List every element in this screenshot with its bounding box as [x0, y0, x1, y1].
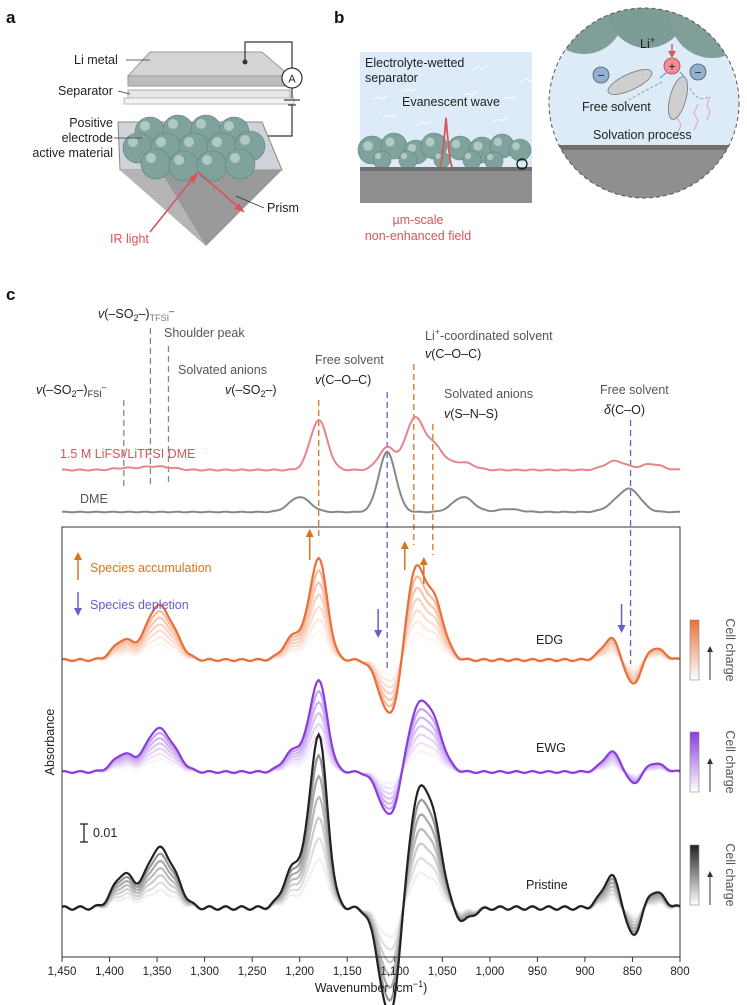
series-trace-pristine	[61, 753, 681, 1002]
x-tick-label: 1,300	[190, 966, 219, 978]
evanescent-label: Evanescent wave	[402, 95, 500, 109]
li-metal-slab	[126, 51, 292, 77]
svg-text:−: −	[597, 69, 604, 83]
series-line-dme	[61, 450, 681, 514]
label-solvated-anions-2: Solvated anions	[444, 387, 533, 401]
series-line-1-5-m-lifsi-litfsi-dme	[61, 415, 681, 472]
panel-c-label: c	[6, 285, 16, 304]
series-line-ewg	[61, 678, 681, 816]
series-label-ewg: EWG	[536, 741, 566, 755]
label-solvated-anions-1: Solvated anions	[178, 363, 267, 377]
depletion-arrow-icon	[74, 608, 82, 616]
scale-label: 0.01	[93, 826, 117, 840]
y-axis-label: Absorbance	[43, 709, 57, 776]
series-label-edg: EDG	[536, 633, 563, 647]
plot-frame	[61, 526, 681, 958]
x-tick-label: 1,450	[48, 966, 77, 978]
label-free-solvent-2: Free solvent	[600, 383, 669, 397]
wetted-label-1: Electrolyte-wetted	[365, 56, 464, 70]
prism-surface	[360, 167, 532, 203]
wetted-label-2: separator	[365, 71, 418, 85]
ir-light-label: IR light	[110, 232, 149, 246]
label-shoulder: Shoulder peak	[164, 326, 245, 340]
solvent-molecule	[607, 69, 653, 95]
electrode-label-2: electrode	[62, 131, 113, 145]
accumulation-arrow-icon	[74, 552, 82, 560]
x-tick-label: 1,000	[475, 966, 504, 978]
x-axis-label: Wavenumber (cm−1)	[315, 979, 428, 995]
legend-accumulation: Species accumulation	[90, 561, 212, 575]
li-ion-label: Li+	[640, 35, 655, 51]
svg-text:−: −	[694, 66, 701, 80]
label-so2: v(–SO2–)	[225, 383, 277, 399]
label-free-solvent-1: Free solvent	[315, 353, 384, 367]
particle	[224, 148, 256, 180]
series-label-electrolyte: 1.5 M LiFSI/LiTFSI DME	[60, 447, 195, 461]
x-tick-label: 1,150	[333, 966, 362, 978]
panel-a-label: a	[6, 8, 16, 27]
series-label-pristine: Pristine	[526, 878, 568, 892]
series-trace-pristine	[61, 816, 681, 964]
label-sns: v(S–N–S)	[444, 407, 498, 421]
ir-light-beam	[149, 171, 199, 233]
cell-charge-label: Cell charge	[723, 730, 737, 793]
x-tick-label: 1,200	[285, 966, 314, 978]
panel-b-diagram: Electrolyte-wetted separator Evanescent …	[357, 7, 740, 243]
panel-a-diagram: A Li metal Separator Positive electrode …	[32, 41, 303, 246]
cell-charge-label: Cell charge	[723, 618, 737, 681]
ammeter-label: A	[288, 74, 296, 86]
particle	[140, 148, 172, 180]
series-trace-edg	[61, 568, 681, 708]
x-tick-label: 1,050	[428, 966, 457, 978]
series-trace-pristine	[61, 774, 681, 989]
particle	[196, 150, 228, 182]
label-coc-1: v(C–O–C)	[315, 373, 371, 387]
particle	[398, 150, 418, 170]
separator-layer	[127, 89, 291, 99]
electrode-label-1: Positive	[69, 116, 113, 130]
particle	[372, 150, 392, 170]
series-trace-ewg	[61, 700, 681, 805]
evanescent-wave	[439, 117, 453, 168]
x-tick-label: 950	[528, 966, 547, 978]
particle	[508, 138, 532, 162]
label-so2-tfsi: v(–SO2–)TFSI–	[98, 306, 174, 323]
cell-charge-colorbar	[689, 619, 700, 681]
field-label-2: non-enhanced field	[365, 229, 471, 243]
particle	[462, 150, 482, 170]
cell-charge-colorbar	[689, 844, 700, 906]
cell-charge-colorbar	[689, 731, 700, 793]
spectra-chart: 1,450 1,400 1,350 1,300 1,250 1,200 1,150 1,100…	[36, 306, 737, 1005]
x-tick-label: 1,100	[380, 966, 409, 978]
field-label-1: µm-scale	[393, 213, 444, 227]
x-tick-label: 1,250	[238, 966, 267, 978]
series-label-dme: DME	[80, 492, 108, 506]
label-li-coord: Li+-coordinated solvent	[425, 327, 553, 343]
x-tick-label: 800	[670, 966, 689, 978]
separator-label: Separator	[58, 84, 113, 98]
x-tick-label: 850	[623, 966, 642, 978]
prism-label: Prism	[267, 201, 299, 215]
label-so2-fsi: v(–SO2–)FSI–	[36, 382, 107, 399]
anion-icon-right	[689, 63, 707, 81]
cell-charge-label: Cell charge	[723, 843, 737, 906]
svg-text:+: +	[668, 60, 675, 74]
legend-depletion: Species depletion	[90, 598, 189, 612]
panel-b-label: b	[334, 8, 345, 27]
anion-icon-left	[592, 66, 610, 84]
series-line-edg	[61, 556, 681, 715]
x-tick-label: 1,350	[143, 966, 172, 978]
wetted-particles	[357, 132, 532, 171]
x-tick-label: 900	[575, 966, 594, 978]
li-metal-label: Li metal	[74, 53, 118, 67]
free-solvent-label: Free solvent	[582, 100, 651, 114]
x-tick-label: 1,400	[95, 966, 124, 978]
active-material-particles	[122, 114, 266, 182]
label-co: δ(C–O)	[604, 403, 645, 417]
solvation-label: Solvation process	[593, 128, 692, 142]
series-line-pristine	[61, 732, 681, 1005]
zoom-marker	[516, 158, 528, 170]
electrode-label-3: active material	[32, 146, 113, 160]
label-coc-2: v(C–O–C)	[425, 347, 481, 361]
